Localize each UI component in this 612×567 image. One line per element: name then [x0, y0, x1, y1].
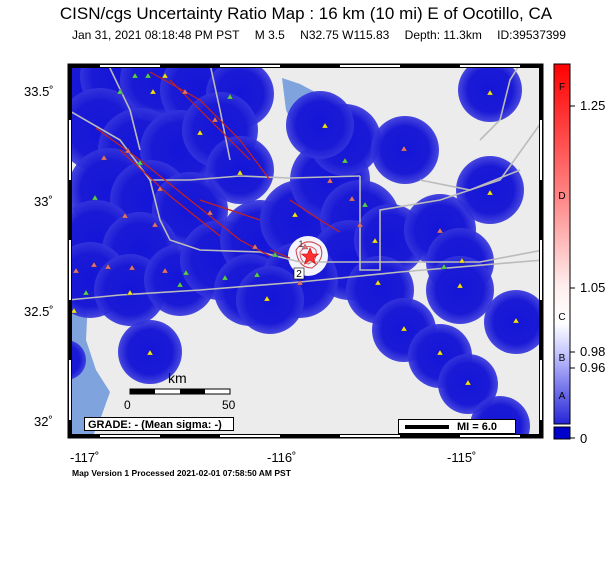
- lon-tick-115: -115˚: [447, 450, 477, 465]
- grade-letter-a: A: [558, 391, 566, 402]
- grade-letter-c: C: [558, 312, 566, 323]
- lon-tick-116: -116˚: [267, 450, 297, 465]
- ratio-contour: [295, 241, 323, 269]
- colorbar-ticks: [570, 105, 575, 439]
- colorbar-value-1-05: 1.05: [580, 280, 606, 295]
- station-label-2: 2: [296, 269, 302, 280]
- colorbar-zero-swatch: [553, 426, 571, 440]
- scale-start-label: 0: [124, 398, 131, 412]
- scale-unit-label: km: [168, 370, 187, 386]
- event-magnitude: M 3.5: [254, 28, 285, 42]
- mi-legend-text: MI = 6.0: [457, 421, 498, 433]
- station-label-1: 1: [298, 239, 303, 249]
- event-id: ID:39537399: [497, 28, 566, 42]
- processing-footer: Map Version 1 Processed 2021-02-01 07:58…: [72, 468, 291, 478]
- event-coords: N32.75 W115.83: [300, 28, 390, 42]
- frame-ticks-white: [69, 65, 542, 437]
- epicenter-star: [300, 247, 320, 265]
- grade-letter-d: D: [558, 191, 566, 202]
- colorbar-value-0-98: 0.98: [580, 344, 606, 359]
- event-details: Jan 31, 2021 08:18:48 PM PST M 3.5 N32.7…: [72, 28, 578, 42]
- mi-legend: MI = 6.0: [398, 419, 516, 434]
- roads: [68, 64, 543, 301]
- mi-legend-line: [405, 425, 449, 429]
- colorbar-value-1-25: 1.25: [580, 98, 606, 113]
- pacific-ocean: [68, 300, 110, 438]
- colorbar-value-0-96: 0.96: [580, 360, 606, 375]
- grade-letter-b: B: [558, 353, 566, 364]
- colorbar: [553, 63, 571, 425]
- event-depth: Depth: 11.3km: [404, 28, 482, 42]
- lat-tick-32: 32˚: [34, 414, 53, 429]
- lon-tick-117: -117˚: [70, 450, 100, 465]
- map-title: CISN/cgs Uncertainty Ratio Map : 16 km (…: [59, 4, 553, 23]
- uncertainty-regions: [68, 64, 543, 438]
- colorbar-value-0: 0: [580, 431, 588, 446]
- scale-end-label: 50: [222, 398, 236, 412]
- lat-tick-32-5: 32.5˚: [24, 304, 54, 319]
- station-markers: [70, 72, 520, 427]
- grade-legend: GRADE: - (Mean sigma: -): [84, 417, 234, 431]
- event-date: Jan 31, 2021 08:18:48 PM PST: [72, 28, 240, 42]
- lat-tick-33: 33˚: [34, 194, 53, 209]
- grade-letter-f: F: [558, 82, 566, 93]
- ratio-contour-inner: [299, 246, 317, 265]
- km-scale-bar: [129, 388, 231, 395]
- lat-tick-33-5: 33.5˚: [24, 84, 54, 99]
